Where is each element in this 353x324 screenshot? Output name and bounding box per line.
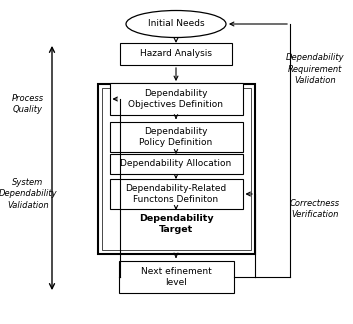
Text: Dependability
Requirement
Validation: Dependability Requirement Validation	[286, 53, 344, 85]
FancyBboxPatch shape	[109, 83, 243, 115]
Text: System
Dependability
Validation: System Dependability Validation	[0, 179, 57, 210]
Ellipse shape	[126, 10, 226, 38]
FancyBboxPatch shape	[119, 261, 233, 293]
Text: Dependability Allocation: Dependability Allocation	[120, 159, 232, 168]
Text: Hazard Analysis: Hazard Analysis	[140, 50, 212, 59]
Text: Dependability-Related
Functons Definiton: Dependability-Related Functons Definiton	[125, 184, 227, 204]
FancyBboxPatch shape	[109, 122, 243, 152]
FancyBboxPatch shape	[102, 88, 251, 250]
Text: Dependability
Objectives Definition: Dependability Objectives Definition	[128, 89, 223, 109]
Text: Initial Needs: Initial Needs	[148, 19, 204, 29]
Text: Next efinement
level: Next efinement level	[140, 267, 211, 287]
FancyBboxPatch shape	[120, 43, 232, 65]
Text: Process
Quality: Process Quality	[12, 94, 44, 114]
FancyBboxPatch shape	[109, 154, 243, 174]
Text: Correctness
Verification: Correctness Verification	[290, 199, 340, 219]
Text: Dependability
Policy Definition: Dependability Policy Definition	[139, 127, 213, 147]
Text: Dependability
Target: Dependability Target	[139, 214, 213, 234]
FancyBboxPatch shape	[109, 179, 243, 209]
FancyBboxPatch shape	[97, 84, 255, 254]
